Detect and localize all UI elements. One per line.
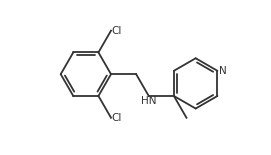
Text: Cl: Cl: [111, 113, 121, 123]
Text: HN: HN: [141, 96, 156, 106]
Text: Cl: Cl: [111, 26, 121, 36]
Text: N: N: [219, 66, 227, 76]
